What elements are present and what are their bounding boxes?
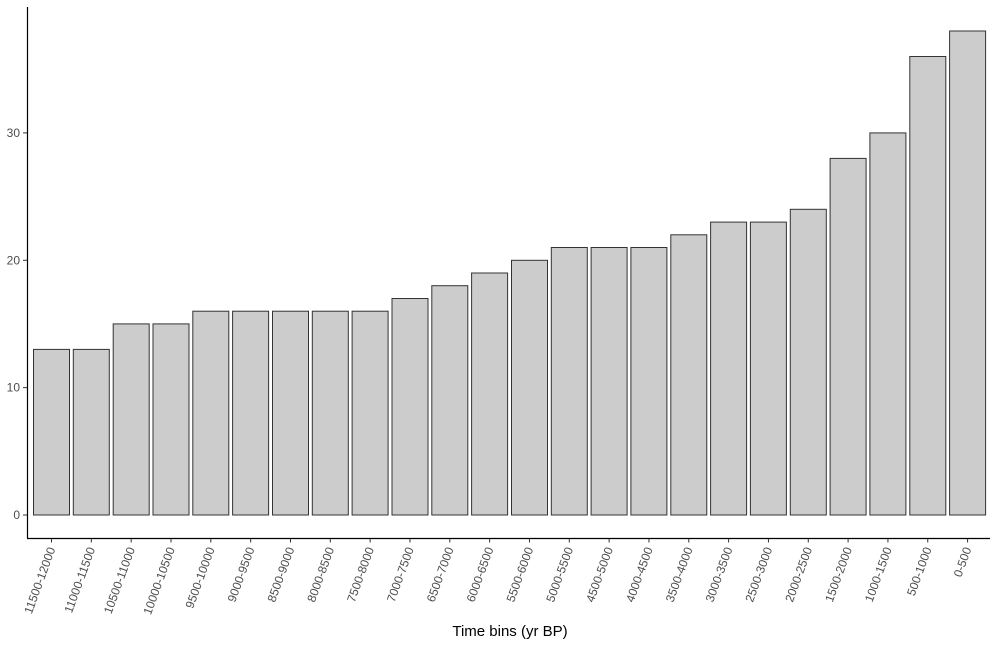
y-tick-label: 30 <box>7 126 21 140</box>
x-tick-label: 4000-4500 <box>623 545 656 604</box>
bar-3000-3500 <box>710 221 748 516</box>
bar-9000-9500 <box>232 310 270 516</box>
x-tick-label: 11000-11500 <box>61 545 98 615</box>
bar-4000-4500 <box>630 247 668 516</box>
x-tick-label: 4500-5000 <box>583 545 616 604</box>
x-tick-label: 9000-9500 <box>225 545 258 604</box>
y-tick-label: 0 <box>13 508 20 522</box>
bar-5500-6000 <box>511 259 548 516</box>
bar-11000-11500 <box>72 348 110 516</box>
x-tick-label: 6500-7000 <box>424 545 457 604</box>
bar-8500-9000 <box>272 310 309 516</box>
bar-10000-10500 <box>152 323 190 516</box>
x-tick-label: 7000-7500 <box>384 545 417 604</box>
bar-1000-1500 <box>869 132 907 516</box>
bar-7000-7500 <box>391 298 429 516</box>
x-tick-label: 2000-2500 <box>782 545 815 604</box>
x-tick-label: 8000-8500 <box>304 545 337 604</box>
x-tick-label: 5000-5500 <box>543 545 576 604</box>
x-tick-label: 8500-9000 <box>265 545 298 604</box>
x-tick-label: 1500-2000 <box>822 545 855 604</box>
x-tick-label: 5500-6000 <box>503 545 536 604</box>
x-tick-label: 3000-3500 <box>703 545 736 604</box>
bar-0-500 <box>949 30 987 516</box>
x-tick-label: 1000-1500 <box>862 545 895 604</box>
bars-group <box>33 30 987 516</box>
bar-1500-2000 <box>829 157 867 516</box>
x-axis-ticks: 11500-12000 11000-11500 10500-11000 10000-1… <box>21 538 975 617</box>
x-axis-title: Time bins (yr BP) <box>452 623 567 640</box>
x-tick-label: 11500-12000 <box>21 545 58 616</box>
bar-10500-11000 <box>112 323 150 516</box>
x-tick-label: 0-500 <box>951 545 975 579</box>
x-tick-label: 10500-11000 <box>101 545 138 616</box>
bar-11500-12000 <box>33 348 70 516</box>
y-tick-label: 20 <box>7 253 21 267</box>
bar-7500-8000 <box>351 310 389 516</box>
bar-4500-5000 <box>590 247 628 516</box>
bar-8000-8500 <box>311 310 349 516</box>
y-tick-label: 10 <box>7 381 21 395</box>
x-tick-label: 7500-8000 <box>344 545 377 604</box>
bar-6500-7000 <box>431 285 469 516</box>
x-tick-label: 6000-6500 <box>464 545 497 604</box>
bar-9500-10000 <box>192 310 230 516</box>
x-tick-label: 3500-4000 <box>663 545 696 604</box>
bar-2500-3000 <box>749 221 787 516</box>
x-tick-label: 500-1000 <box>904 545 935 598</box>
bar-3500-4000 <box>670 234 708 516</box>
bar-500-1000 <box>909 56 947 516</box>
bar-5000-5500 <box>550 247 588 516</box>
x-tick-label: 2500-3000 <box>742 545 775 604</box>
y-axis-ticks: 0 10 20 30 <box>7 126 28 522</box>
bar-6000-6500 <box>471 272 509 516</box>
x-tick-label: 10000-10500 <box>140 545 177 617</box>
bar-2000-2500 <box>789 208 827 516</box>
x-tick-label: 9500-10000 <box>183 545 218 610</box>
